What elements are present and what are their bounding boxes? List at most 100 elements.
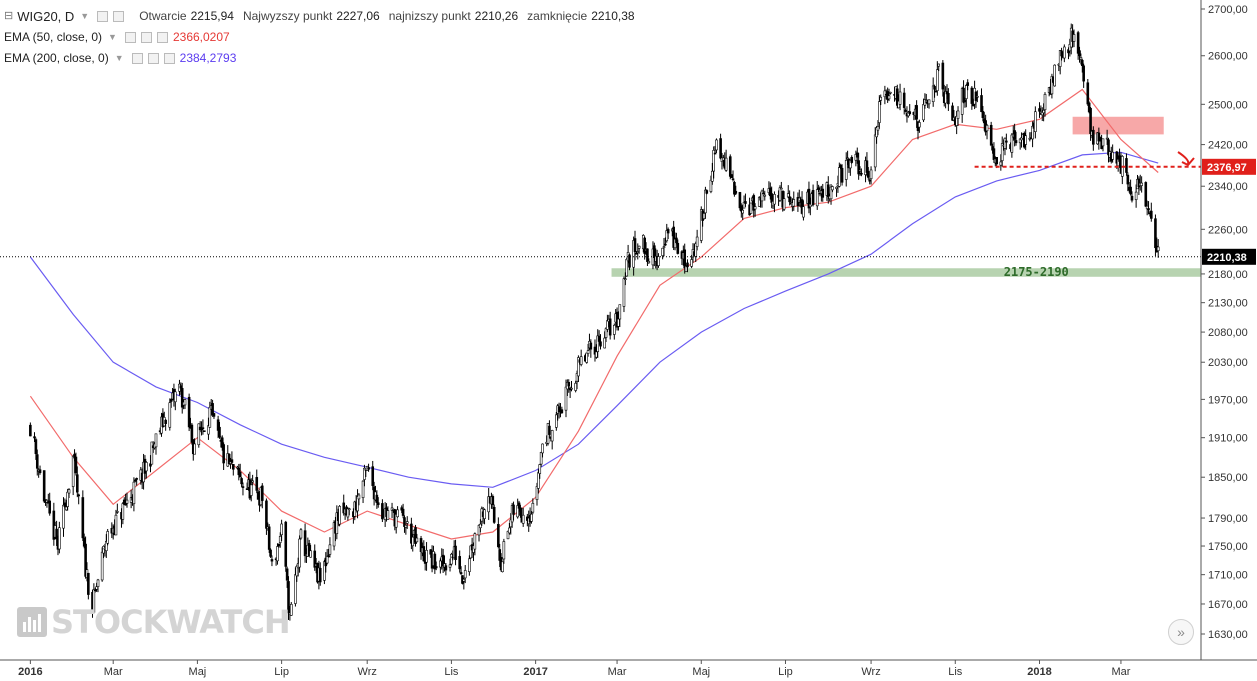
candle [585, 352, 588, 364]
price-tick-label: 1790,00 [1208, 513, 1248, 525]
candle-body [868, 179, 871, 182]
eye-icon[interactable] [131, 53, 143, 64]
candle-body [1003, 137, 1007, 149]
close-icon[interactable] [163, 53, 175, 64]
candle-body [367, 467, 370, 470]
candle [450, 552, 453, 566]
gear-icon[interactable] [147, 53, 159, 64]
candle [579, 349, 583, 367]
candle [811, 184, 815, 207]
candle [868, 178, 871, 185]
chevron-down-icon[interactable]: ▼ [114, 53, 124, 63]
candle [879, 94, 883, 106]
candle-body [346, 508, 350, 518]
scroll-to-realtime-button[interactable]: » [1168, 619, 1194, 645]
candle-body [479, 523, 482, 529]
candle [231, 463, 235, 476]
gear-icon[interactable] [113, 11, 125, 22]
candle-body [1126, 174, 1130, 185]
candle [1024, 129, 1027, 151]
candle-body [782, 198, 786, 210]
gear-icon[interactable] [140, 32, 152, 43]
candle [230, 451, 234, 465]
candle-body [241, 486, 245, 488]
candle-body [245, 488, 249, 490]
candle-body [1080, 59, 1084, 66]
candle [76, 466, 79, 498]
price-tick-label: 2080,00 [1208, 327, 1248, 339]
chevron-down-icon[interactable]: ▼ [80, 11, 90, 21]
candle [695, 229, 699, 251]
candle [497, 517, 500, 549]
candle [686, 259, 689, 273]
time-tick-label: Lis [948, 666, 963, 678]
candle-body [752, 195, 756, 211]
candle [683, 243, 687, 274]
candle [840, 164, 844, 186]
ema200-label[interactable]: EMA (200, close, 0) [4, 51, 109, 65]
candle-body [1010, 134, 1014, 153]
candle-body [294, 574, 297, 604]
eye-icon[interactable] [124, 32, 136, 43]
candle [276, 543, 279, 565]
candle-body [1078, 50, 1081, 57]
candle-body [102, 546, 105, 554]
candle-body [1086, 82, 1090, 105]
candle [444, 563, 448, 576]
watermark-text: STOCKWATCH [51, 603, 291, 641]
candle [989, 121, 993, 147]
high-label: Najwyzszy punkt [242, 9, 333, 23]
candle-body [327, 555, 330, 558]
candle [132, 477, 136, 512]
candle-body [434, 566, 438, 569]
candle [902, 87, 906, 115]
collapse-icon[interactable]: ⊟ [4, 10, 14, 22]
candle [473, 532, 477, 556]
candle [1020, 132, 1023, 148]
candle [1147, 201, 1150, 215]
price-tick-label: 2340,00 [1208, 181, 1248, 193]
breakdown-price-badge-label: 2376,97 [1207, 162, 1247, 174]
down-arrow-icon [1177, 151, 1195, 167]
candle [33, 432, 36, 443]
price-tick-label: 2130,00 [1208, 298, 1248, 310]
candle-body [835, 186, 838, 189]
chevron-down-icon[interactable]: ▼ [108, 32, 117, 42]
ema50-label[interactable]: EMA (50, close, 0) [4, 30, 103, 44]
candle-body [858, 169, 862, 172]
candle [81, 490, 85, 542]
candle-body [599, 341, 602, 347]
candle-body [846, 157, 849, 160]
candle [501, 561, 504, 573]
candle [208, 401, 212, 428]
candle-body [508, 527, 511, 534]
ema200-value: 2384,2793 [179, 51, 237, 65]
candle-body [284, 521, 288, 567]
candle-body [230, 459, 234, 463]
candle [77, 493, 80, 505]
candle-body [1050, 76, 1054, 95]
candle-body [963, 99, 967, 103]
eye-icon[interactable] [97, 11, 109, 22]
candle [593, 339, 597, 362]
price-tick-label: 1630,00 [1208, 629, 1248, 641]
candle-body [95, 586, 98, 590]
candle-body [753, 206, 757, 210]
candle-body [63, 502, 67, 507]
candle-body [132, 481, 136, 505]
support-zone [611, 268, 1201, 277]
candle [966, 79, 970, 91]
candle-body [570, 387, 573, 390]
close-icon[interactable] [156, 32, 168, 43]
candle [1034, 106, 1037, 139]
candle-body [690, 259, 693, 267]
candle-body [251, 480, 254, 483]
candle [197, 423, 201, 448]
candle-body [686, 262, 689, 268]
candle [773, 191, 776, 213]
price-axis: 2700,00 2600,00 2500,00 2420,00 2340,00 2260,… [1200, 0, 1256, 660]
symbol-title[interactable]: WIG20, D [17, 9, 75, 24]
candle-body [683, 249, 687, 269]
annotation-zones: 2175-2190 [611, 116, 1201, 279]
